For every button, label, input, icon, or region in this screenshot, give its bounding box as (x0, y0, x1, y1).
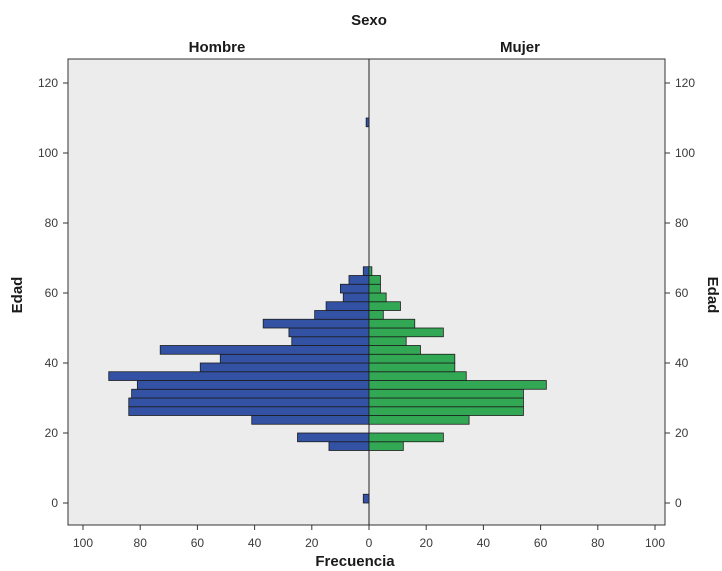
x-tick-label: 100 (73, 536, 93, 550)
bar-mujer-11 (368, 345, 421, 355)
y-tick-label-right: 0 (675, 496, 682, 510)
bar-hombre-3 (251, 415, 370, 425)
bar-mujer-18 (368, 283, 381, 294)
y-tick-label-right: 40 (675, 356, 689, 370)
bar-hombre-14 (262, 318, 370, 329)
chart-title: Sexo (351, 12, 387, 29)
bar-mujer-3 (368, 415, 470, 425)
bar-hombre-9 (199, 362, 370, 373)
bar-mujer-12 (368, 336, 407, 346)
bar-hombre-18 (339, 283, 370, 294)
bar-hombre-13 (288, 327, 370, 338)
bar-mujer-5 (368, 397, 524, 408)
y-tick-label-left: 100 (38, 146, 58, 160)
bar-mujer-6 (368, 388, 524, 399)
bar-hombre-17 (342, 292, 370, 303)
bar-hombre-8 (108, 371, 370, 381)
bar-mujer-16 (368, 301, 401, 311)
bar-hombre-10 (219, 353, 370, 364)
x-tick-label: 40 (248, 536, 262, 550)
y-axis-label-left: Edad (9, 277, 26, 314)
bar-hombre-16 (325, 301, 370, 311)
x-tick-label: 100 (645, 536, 665, 550)
bar-mujer-14 (368, 318, 416, 329)
x-tick-label: 20 (305, 536, 319, 550)
y-tick-label-left: 40 (45, 356, 59, 370)
y-tick-label-left: 120 (38, 76, 58, 90)
bar-mujer-20 (368, 266, 373, 276)
bar-mujer-4 (368, 406, 524, 416)
bar-mujer-15 (368, 310, 384, 320)
bar-hombre-21 (365, 117, 370, 128)
bar-hombre-12 (291, 336, 370, 346)
bar-mujer-7 (368, 380, 547, 390)
bar-mujer-17 (368, 292, 387, 303)
bar-mujer-10 (368, 353, 456, 364)
bar-hombre-2 (297, 432, 370, 443)
y-tick-label-left: 60 (45, 286, 59, 300)
panel-label-left: Hombre (189, 39, 246, 56)
bar-hombre-15 (314, 310, 370, 320)
panel-label-right: Mujer (500, 39, 540, 56)
bar-hombre-1 (328, 441, 370, 451)
bar-hombre-4 (128, 406, 370, 416)
y-tick-label-left: 20 (45, 426, 59, 440)
bar-mujer-1 (368, 441, 404, 451)
ticks-group: 100 80 60 40 20 0 20 40 60 80 100 0 0 20 20 40 40 60 60 80 8… (38, 76, 695, 550)
y-tick-label-right: 80 (675, 216, 689, 230)
x-tick-label: 20 (420, 536, 434, 550)
bar-mujer-9 (368, 362, 456, 373)
y-tick-label-right: 20 (675, 426, 689, 440)
x-tick-label: 80 (134, 536, 148, 550)
bar-hombre-20 (362, 266, 370, 276)
bars-group (108, 117, 547, 504)
y-tick-label-left: 0 (51, 496, 58, 510)
x-tick-label: 60 (534, 536, 548, 550)
bar-hombre-6 (131, 388, 370, 399)
y-tick-label-right: 60 (675, 286, 689, 300)
bar-hombre-11 (159, 345, 370, 355)
bar-hombre-5 (128, 397, 370, 408)
bar-mujer-2 (368, 432, 444, 443)
y-tick-label-right: 120 (675, 76, 695, 90)
bar-hombre-19 (348, 275, 370, 285)
y-tick-label-right: 100 (675, 146, 695, 160)
y-tick-label-left: 80 (45, 216, 59, 230)
bar-hombre-0 (362, 493, 370, 504)
y-axis-label-right: Edad (704, 277, 721, 314)
bar-hombre-7 (136, 380, 370, 390)
x-tick-label: 60 (191, 536, 205, 550)
bar-mujer-19 (368, 275, 381, 285)
x-axis-label: Frecuencia (315, 553, 395, 570)
bar-mujer-8 (368, 371, 467, 381)
x-tick-label: 0 (366, 536, 373, 550)
x-tick-label: 40 (477, 536, 491, 550)
x-tick-label: 80 (591, 536, 605, 550)
bar-mujer-13 (368, 327, 444, 338)
